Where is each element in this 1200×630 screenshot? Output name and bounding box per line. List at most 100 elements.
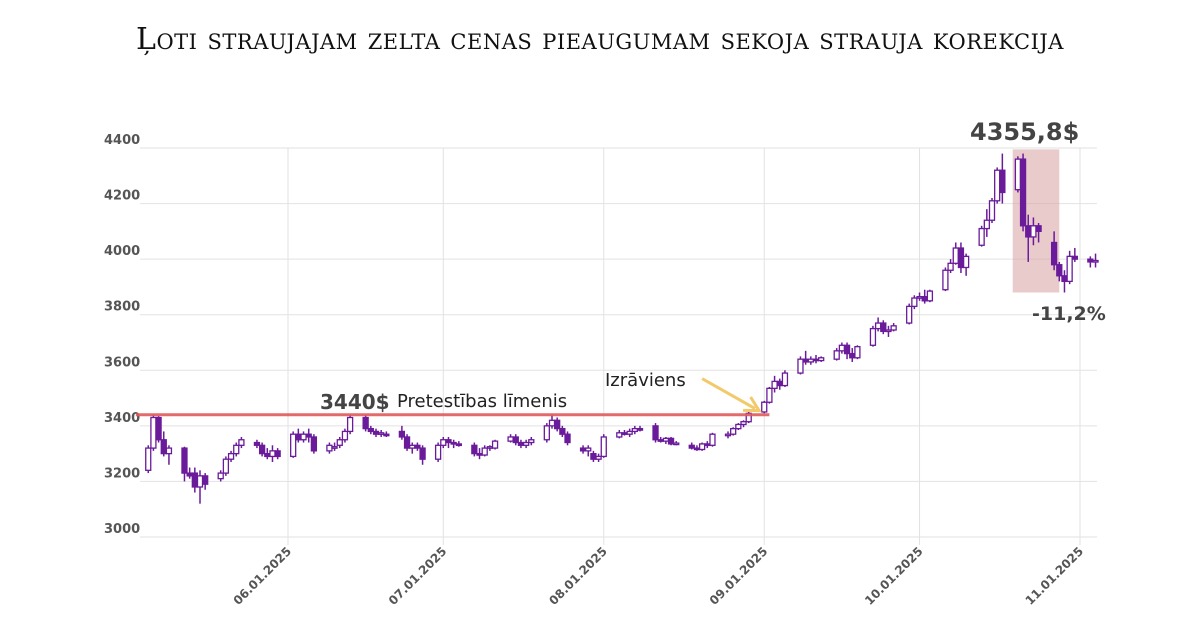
x-tick-label: 09.01.2025	[707, 544, 771, 608]
candle-up	[978, 227, 985, 246]
candle-up	[740, 421, 747, 426]
peak-label: 4355,8$	[970, 118, 1079, 146]
candle-down	[621, 432, 628, 435]
candle-down	[657, 439, 664, 442]
candle-up	[1014, 158, 1022, 191]
candle-up	[217, 472, 224, 480]
candle-up	[238, 439, 245, 446]
candle-up	[761, 401, 768, 413]
candle-up	[906, 305, 913, 324]
candle-up	[548, 419, 556, 427]
candle-down	[1035, 225, 1042, 233]
breakout-arrow	[701, 377, 756, 410]
candle-down	[455, 443, 462, 447]
candle-up	[766, 387, 773, 403]
candle-up	[409, 444, 416, 449]
x-tick-label: 10.01.2025	[862, 544, 926, 608]
candle-down	[295, 433, 302, 441]
y-tick-label: 3400	[104, 411, 140, 426]
candle-down	[667, 437, 675, 445]
candle-up	[150, 416, 157, 449]
grid: 3000 3200 3400 3600 3800 4000 4200 4400 06.01.20…	[104, 133, 1097, 608]
resistance-label: Pretestības līmenis	[397, 391, 567, 412]
candle-down	[471, 444, 478, 455]
candle-down	[372, 430, 380, 435]
candle-down	[383, 433, 390, 437]
candle-down	[590, 452, 597, 460]
candle-down	[155, 416, 162, 441]
candle-down	[202, 475, 209, 485]
candle-down	[812, 358, 820, 362]
candle-down	[999, 169, 1006, 194]
candle-up	[807, 358, 814, 363]
candle-up	[227, 452, 235, 460]
y-tick-label: 3600	[104, 355, 140, 370]
candle-up	[890, 325, 897, 331]
candle-down	[398, 430, 406, 438]
candle-up	[1030, 225, 1037, 238]
candle-down	[445, 439, 452, 444]
candle-up	[988, 200, 996, 221]
candle-up	[331, 446, 338, 449]
candle-up	[698, 443, 706, 451]
candle-down	[403, 436, 411, 449]
candle-up	[781, 372, 789, 387]
candle-up	[269, 450, 276, 458]
candle-up	[730, 427, 737, 435]
y-tick-label: 3200	[104, 466, 140, 481]
candle-down	[450, 441, 457, 445]
x-tick-label: 08.01.2025	[546, 544, 610, 608]
candle-up	[434, 444, 442, 460]
candle-up	[838, 344, 846, 352]
candle-down	[362, 416, 369, 430]
candle-up	[854, 346, 861, 359]
candle-up	[797, 358, 804, 374]
candle-down	[579, 447, 587, 452]
candle-up	[290, 433, 297, 458]
candle-down	[776, 380, 783, 387]
resistance-value-label: 3440$	[320, 390, 390, 414]
candle-down	[160, 439, 167, 455]
candle-down	[688, 444, 695, 449]
candle-up	[709, 433, 716, 446]
candle-up	[165, 447, 173, 455]
y-tick-label: 4000	[104, 244, 140, 259]
candle-up	[631, 427, 638, 433]
candle-down	[181, 447, 188, 474]
candle-up	[491, 440, 499, 449]
candle-down	[957, 247, 965, 269]
candle-up	[222, 458, 230, 474]
annotations-front: 3440$ Pretestības līmenis Izrāviens 4355…	[135, 118, 1106, 417]
candle-up	[818, 357, 825, 362]
candle-up	[724, 433, 732, 437]
candle-up	[994, 169, 1001, 202]
candle-down	[367, 427, 374, 433]
candle-down	[274, 450, 281, 458]
y-tick-label: 4400	[104, 133, 140, 148]
candle-down	[1071, 255, 1078, 260]
candle-down	[186, 472, 193, 477]
candle-up	[735, 423, 742, 430]
candle-down	[652, 425, 659, 441]
candle-down	[554, 419, 561, 430]
candle-up	[662, 437, 670, 442]
candle-up	[233, 444, 240, 455]
candles	[145, 153, 1099, 504]
candle-down	[704, 443, 711, 447]
candle-up	[600, 436, 607, 458]
candle-up	[983, 219, 990, 230]
candle-down	[559, 427, 566, 435]
candle-up	[378, 432, 385, 435]
candle-down	[1056, 264, 1063, 277]
candle-up	[952, 247, 959, 264]
candle-down	[476, 452, 483, 456]
x-tick-label: 06.01.2025	[231, 544, 295, 608]
candle-down	[921, 296, 928, 302]
candle-down	[414, 444, 421, 449]
candle-down	[802, 358, 809, 363]
candle-up	[346, 416, 354, 433]
candle-down	[419, 447, 426, 460]
candle-down	[512, 436, 519, 444]
candle-down	[517, 441, 525, 446]
candle-down	[1019, 158, 1027, 227]
